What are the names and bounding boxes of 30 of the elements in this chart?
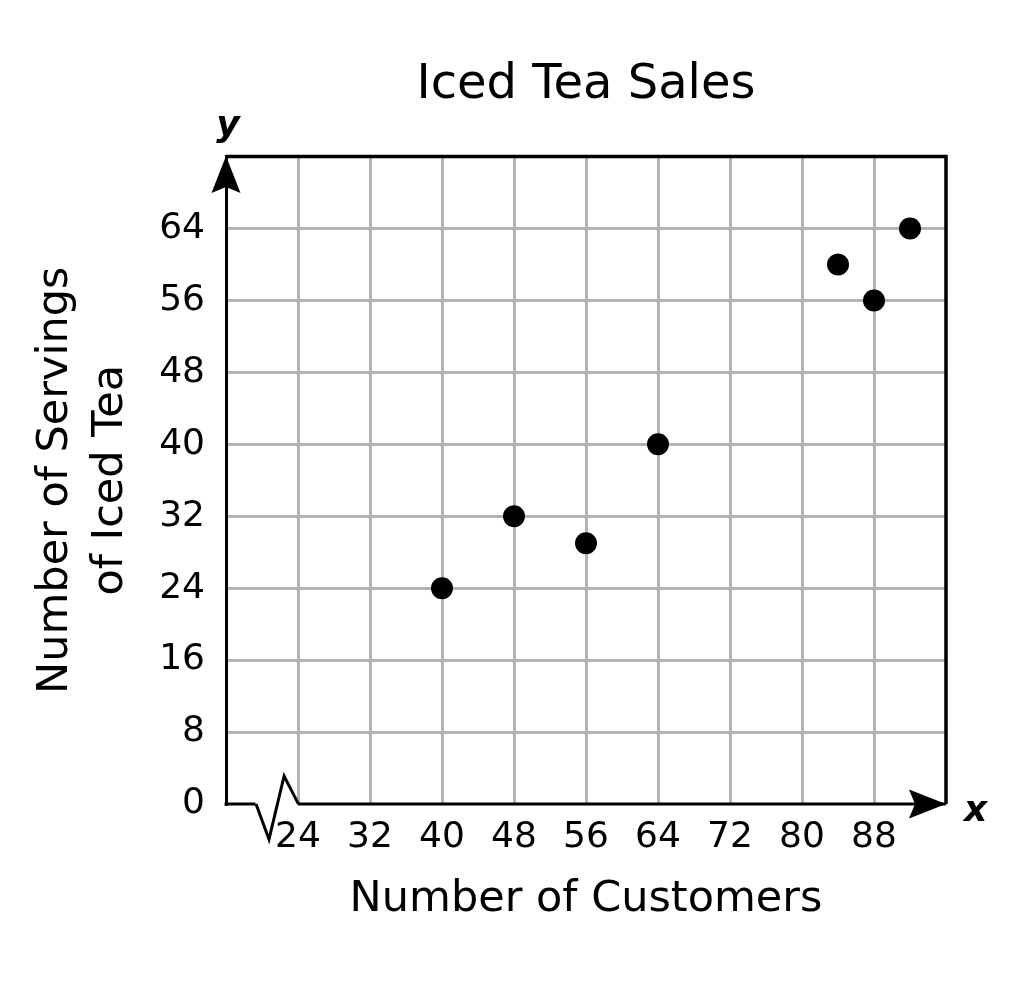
- y-tick-label: 64: [159, 204, 205, 246]
- y-tick-label: 0: [182, 780, 205, 822]
- chart-title: Iced Tea Sales: [416, 53, 756, 110]
- x-tick-label: 80: [779, 813, 825, 855]
- point: [503, 505, 525, 528]
- x-axis-title: Number of Customers: [349, 871, 823, 922]
- y-tick-label: 24: [159, 564, 205, 606]
- y-tick-label: 32: [159, 492, 205, 534]
- x-tick-label: 32: [347, 813, 393, 855]
- x-tick-label: 72: [707, 813, 753, 855]
- point: [863, 289, 885, 312]
- x-tick-label: 64: [635, 813, 681, 855]
- point: [575, 532, 597, 555]
- y-axis-title: Number of Servings of Iced Tea: [26, 266, 132, 694]
- y-tick-label: 48: [159, 348, 205, 390]
- text: y: [216, 102, 242, 144]
- y-tick-label: 16: [159, 636, 205, 678]
- y-tick-label: 40: [159, 420, 205, 462]
- y-tick-label: 8: [182, 708, 205, 750]
- x-tick-label: 48: [491, 813, 537, 855]
- text: x: [962, 788, 989, 830]
- point: [647, 433, 669, 456]
- x-tick-label: 24: [275, 813, 321, 855]
- y-tick-label: 56: [159, 276, 205, 318]
- x-tick-label: 40: [419, 813, 465, 855]
- x-tick-label: 88: [851, 813, 897, 855]
- point: [431, 577, 453, 600]
- point: [899, 217, 921, 240]
- point: [827, 253, 849, 276]
- x-tick-label: 56: [563, 813, 609, 855]
